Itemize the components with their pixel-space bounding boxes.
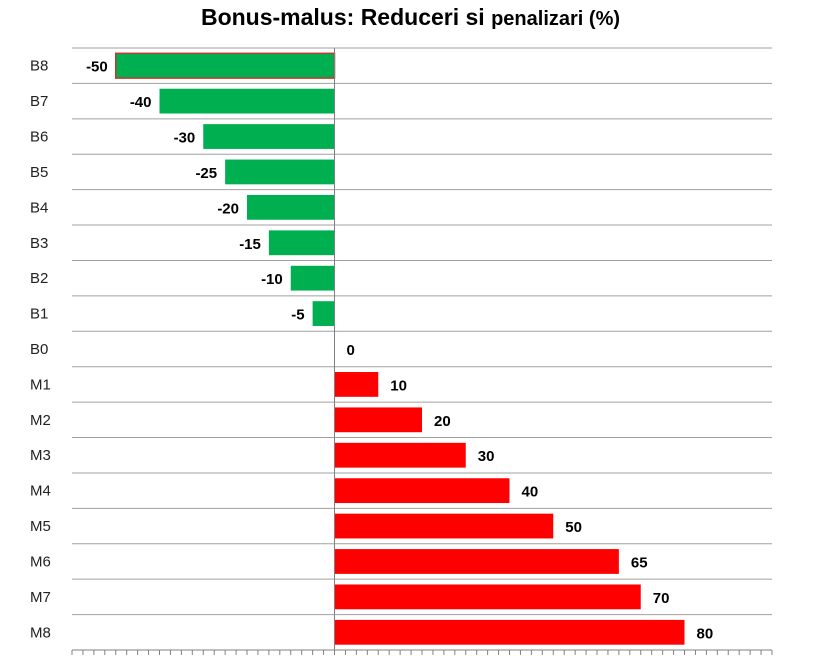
bar (247, 194, 335, 220)
category-label: B2 (30, 270, 48, 287)
data-label: 30 (478, 448, 495, 465)
bar (225, 159, 335, 185)
category-label: B1 (30, 306, 48, 323)
bar (334, 513, 554, 539)
data-label: 50 (565, 519, 582, 536)
category-label: B5 (30, 164, 48, 181)
category-label: B7 (30, 93, 48, 110)
data-label: 10 (390, 377, 407, 394)
category-label: M1 (30, 376, 51, 393)
category-label: M5 (30, 518, 51, 535)
chart-title: Bonus-malus: Reduceri si penalizari (%) (0, 4, 821, 31)
data-label: -25 (195, 165, 217, 182)
category-label: B6 (30, 129, 48, 146)
data-label: 65 (631, 554, 648, 571)
data-label: -10 (261, 271, 283, 288)
bar (334, 619, 685, 645)
bars (115, 52, 685, 645)
data-label: 20 (434, 413, 451, 430)
bar (159, 88, 335, 114)
category-label: B8 (30, 58, 48, 75)
category-label: M2 (30, 412, 51, 429)
data-label: -30 (174, 130, 196, 147)
chart-title-tail: penalizari (%) (491, 8, 621, 30)
category-label: B3 (30, 235, 48, 252)
data-label: 40 (522, 484, 539, 501)
bar (334, 549, 619, 574)
data-label: -40 (130, 94, 152, 111)
axes (71, 48, 773, 655)
bar (334, 372, 379, 397)
category-label: M7 (30, 589, 51, 606)
data-label: 70 (653, 590, 670, 607)
bar (312, 301, 335, 326)
bar (334, 478, 510, 504)
data-label: 80 (697, 625, 714, 642)
category-label: M4 (30, 483, 51, 500)
data-label: -5 (291, 307, 304, 324)
bar (290, 265, 335, 291)
bar (334, 584, 641, 610)
bar (203, 124, 335, 149)
data-label: -20 (217, 200, 239, 217)
data-label: -15 (239, 236, 261, 253)
category-label: B0 (30, 341, 48, 358)
data-label: -50 (86, 59, 108, 76)
bar (268, 230, 335, 256)
labels: B8 -50 B7 -40 B6 -30 B5 -25 B4 -20 B3 -15 B2 -10 B1 -5 B… (30, 58, 713, 643)
category-label: B4 (30, 199, 48, 216)
bar (334, 442, 466, 468)
category-label: M8 (30, 624, 51, 641)
category-label: M6 (30, 553, 51, 570)
bar (115, 52, 336, 79)
chart-title-main: Bonus-malus: Reduceri si (200, 4, 492, 30)
category-label: M3 (30, 447, 51, 464)
data-label: 0 (347, 342, 355, 359)
bar (334, 407, 422, 433)
